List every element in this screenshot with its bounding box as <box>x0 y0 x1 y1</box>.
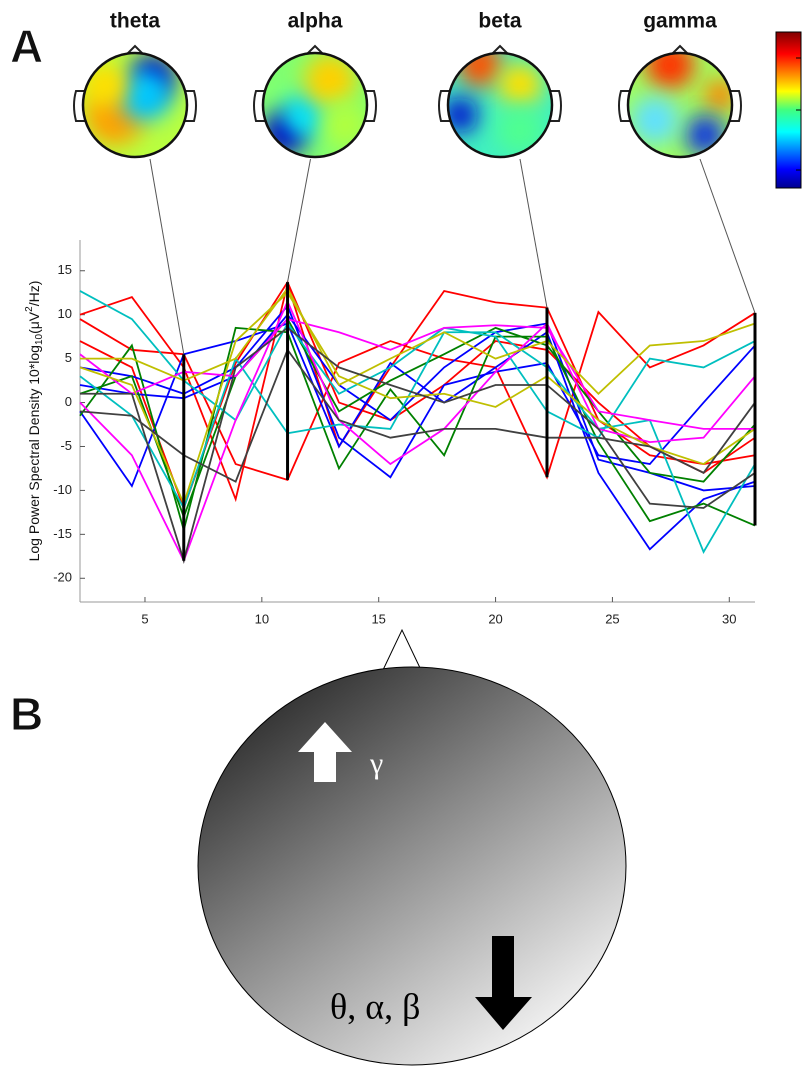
colorbar-ticks <box>796 57 801 171</box>
y-axis-label-part: Log Power Spectral Density 10*log <box>26 345 42 561</box>
topomap-outline <box>261 51 369 159</box>
nose <box>491 44 509 55</box>
nose <box>382 628 422 671</box>
y-tick-label: -15 <box>53 526 72 541</box>
series-line <box>79 290 756 439</box>
topomap-blob <box>304 54 356 106</box>
x-tick-label: 5 <box>141 611 148 626</box>
x-tick-label: 25 <box>605 611 619 626</box>
head-diagram <box>197 628 627 1066</box>
band-label: gamma <box>643 10 717 33</box>
topomap-fill <box>628 53 732 157</box>
series-line <box>80 286 756 396</box>
down-arrow <box>475 936 532 1030</box>
connector <box>519 158 548 308</box>
y-axis-label-part: (μV <box>26 311 42 334</box>
x-tick-label: 30 <box>722 611 736 626</box>
connector <box>287 158 311 283</box>
topomap-blob <box>83 63 127 107</box>
connector <box>149 158 185 355</box>
series-line <box>79 347 756 483</box>
x-tick-label: 10 <box>255 611 269 626</box>
topomaps: theta alpha beta gamma <box>73 10 742 159</box>
x-tick-label: 20 <box>488 611 502 626</box>
band-label: beta <box>478 10 522 33</box>
topomap-fill <box>448 53 552 157</box>
band-label: alpha <box>288 10 343 33</box>
series-line <box>79 318 755 430</box>
series-line <box>79 291 756 507</box>
y-tick-label: 5 <box>65 350 72 365</box>
y-tick-label: -10 <box>53 482 72 497</box>
series-line <box>79 331 756 554</box>
y-tick-label: 15 <box>58 262 72 277</box>
topomap-outline <box>446 51 554 159</box>
down-label: θ, α, β <box>330 986 420 1026</box>
head <box>197 666 627 1066</box>
up-arrow <box>298 722 352 782</box>
nose <box>306 44 324 55</box>
topomap-blob <box>631 96 679 144</box>
topomap: gamma <box>618 10 742 159</box>
y-tick-label: -5 <box>60 438 72 453</box>
up-label: γ <box>369 747 383 780</box>
topomap-outline <box>626 51 734 159</box>
y-tick-label: 0 <box>65 394 72 409</box>
y-axis-label: Log Power Spectral Density 10*log10(μV2/… <box>24 281 45 562</box>
series-line <box>80 326 756 564</box>
nose <box>126 44 144 55</box>
x-tick-label: 15 <box>371 611 385 626</box>
nose <box>671 44 689 55</box>
series-line <box>79 326 756 534</box>
band-label: theta <box>110 10 160 33</box>
topomap-blob <box>646 53 694 89</box>
series-line <box>79 304 756 479</box>
panel-letter: B <box>10 688 43 740</box>
line-chart: -20 -15 -10 -5 0 5 10 15 5 10 15 20 25 30 Log Power Sp… <box>24 158 757 626</box>
topomap-blob <box>685 115 725 155</box>
connector <box>699 158 756 314</box>
topomap: beta <box>438 10 562 159</box>
series-line <box>79 280 756 503</box>
topomap: theta <box>73 10 197 159</box>
series-line <box>79 322 756 551</box>
y-axis-label-part: 2 <box>24 306 35 312</box>
series-line <box>79 299 756 563</box>
topomap-blob <box>498 63 542 107</box>
topomap-blob <box>119 69 171 121</box>
y-axis-label-part: /Hz) <box>26 281 42 307</box>
topomap-blob <box>283 93 327 137</box>
topomap-outline <box>81 51 189 159</box>
topomap: alpha <box>253 10 377 159</box>
y-axis-label-part: 10 <box>34 333 45 345</box>
panel-letter: A <box>10 20 43 72</box>
y-tick-label: 10 <box>58 306 72 321</box>
series-line <box>79 317 756 520</box>
topomap-blob <box>496 106 544 154</box>
y-tick-label: -20 <box>53 570 72 585</box>
